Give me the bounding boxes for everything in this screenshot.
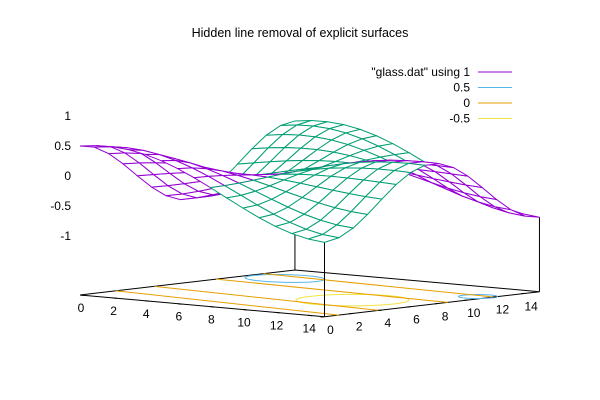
contour-lines [115, 273, 498, 316]
y-tick-label: 12 [496, 303, 510, 317]
legend-label: -0.5 [449, 112, 470, 126]
contour-0-line-2 [216, 278, 448, 303]
y-tick-label: 0 [327, 323, 334, 337]
x-tick-label: 2 [110, 304, 117, 318]
x-tick-label: 6 [175, 310, 182, 324]
x-tick-mark [145, 300, 150, 302]
legend-label: 0 [463, 96, 470, 110]
y-tick-label: 2 [356, 319, 363, 333]
y-tick-label: 8 [442, 309, 449, 323]
z-tick-label: -0.5 [50, 199, 71, 213]
contour-0.5-corner [457, 294, 498, 300]
contour-neg-0.5 [295, 293, 410, 307]
z-tick-label: -1 [60, 229, 71, 243]
x-tick-mark [79, 294, 85, 296]
x-tick-label: 14 [303, 321, 317, 335]
surface-mesh [79, 120, 540, 243]
x-tick-mark [112, 297, 117, 299]
mesh-cell [308, 233, 339, 243]
y-tick-label: 4 [384, 316, 391, 330]
z-tick-label: 0.5 [54, 139, 71, 153]
mesh-cell [494, 206, 526, 217]
x-tick-label: 4 [143, 307, 150, 321]
contour-0-line-3 [263, 273, 494, 298]
x-tick-mark [308, 314, 313, 317]
tick-labels: 0 2 4 6 8 10 12 14 0 2 4 6 8 10 12 14 1 0.5 0 -0.5 -1 [50, 109, 538, 337]
x-tick-mark [275, 311, 280, 314]
contour-0.5 [244, 274, 326, 283]
legend-label: 0.5 [453, 81, 470, 95]
contour-0-line-1 [154, 285, 380, 311]
x-tick-mark [177, 303, 182, 305]
contour-0-line-0 [115, 290, 339, 316]
y-tick-label: 6 [413, 313, 420, 327]
z-tick-label: 1 [64, 109, 71, 123]
x-tick-mark [242, 309, 248, 311]
y-tick-label: 10 [467, 306, 481, 320]
x-tick-label: 0 [78, 301, 85, 315]
x-tick-label: 10 [237, 316, 251, 330]
legend-label: "glass.dat" using 1 [371, 65, 470, 79]
x-tick-mark [210, 306, 215, 308]
y-tick-label: 14 [524, 299, 538, 313]
legend: "glass.dat" using 1 0.50 -0.5 [371, 65, 512, 126]
chart-title: Hidden line removal of explicit surfaces [192, 26, 409, 40]
x-tick-label: 8 [208, 313, 215, 327]
z-tick-label: 0 [64, 169, 71, 183]
x-tick-label: 12 [270, 318, 284, 332]
